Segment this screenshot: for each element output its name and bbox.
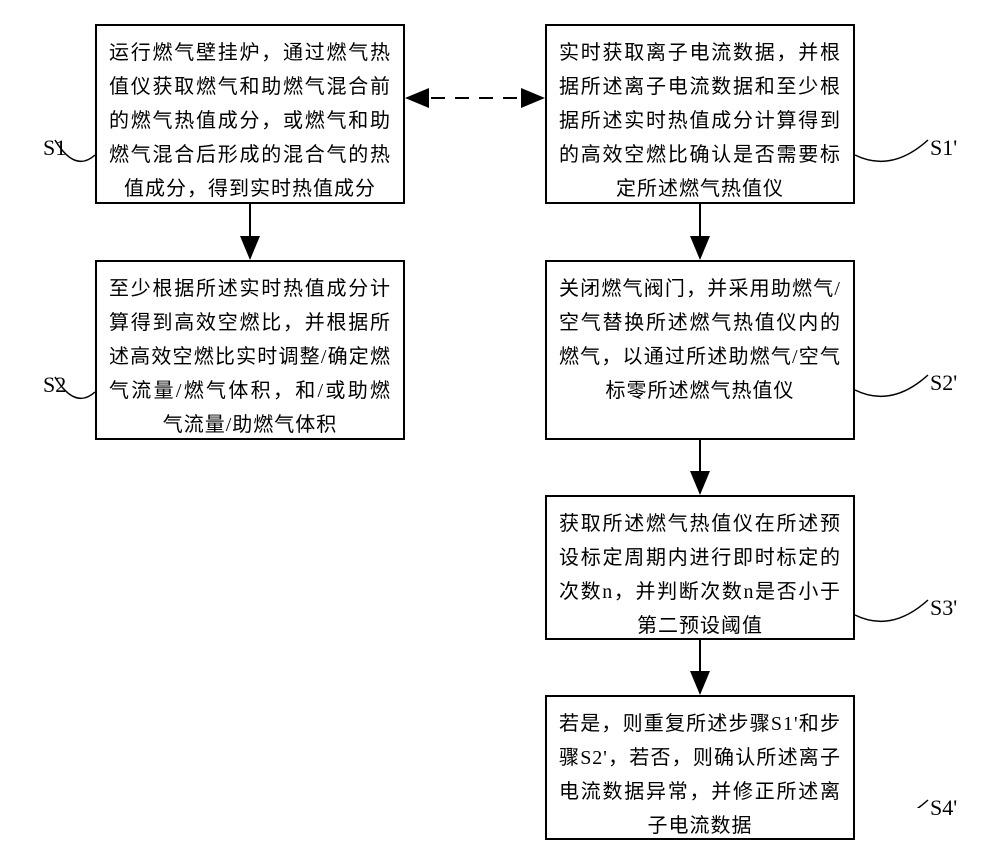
text-s3p: 获取所述燃气热值仪在所述预设标定周期内进行即时标定的次数n，并判断次数n是否小于… <box>559 513 841 637</box>
box-s2p: 关闭燃气阀门，并采用助燃气/空气替换所述燃气热值仪内的燃气，以通过所述助燃气/空… <box>545 260 855 440</box>
text-s4p: 若是，则重复所述步骤S1'和步骤S2'，若否，则确认所述离子电流数据异常，并修正… <box>559 713 841 837</box>
text-s2: 至少根据所述实时热值成分计算得到高效空燃比，并根据所述高效空燃比实时调整/确定燃… <box>109 278 391 436</box>
text-s1: 运行燃气壁挂炉，通过燃气热值仪获取燃气和助燃气混合前的燃气热值成分，或燃气和助燃… <box>109 42 391 200</box>
label-s1: S1 <box>43 135 66 161</box>
label-s2p: S2' <box>930 370 957 396</box>
label-s1p: S1' <box>930 135 957 161</box>
label-s2: S2 <box>43 372 66 398</box>
box-s4p: 若是，则重复所述步骤S1'和步骤S2'，若否，则确认所述离子电流数据异常，并修正… <box>545 695 855 840</box>
box-s1p: 实时获取离子电流数据，并根据所述离子电流数据和至少根据所述实时热值成分计算得到的… <box>545 24 855 204</box>
box-s1: 运行燃气壁挂炉，通过燃气热值仪获取燃气和助燃气混合前的燃气热值成分，或燃气和助燃… <box>95 24 405 204</box>
label-s4p: S4' <box>930 795 957 821</box>
text-s2p: 关闭燃气阀门，并采用助燃气/空气替换所述燃气热值仪内的燃气，以通过所述助燃气/空… <box>559 278 841 402</box>
text-s1p: 实时获取离子电流数据，并根据所述离子电流数据和至少根据所述实时热值成分计算得到的… <box>559 42 841 200</box>
box-s3p: 获取所述燃气热值仪在所述预设标定周期内进行即时标定的次数n，并判断次数n是否小于… <box>545 495 855 640</box>
label-s3p: S3' <box>930 595 957 621</box>
box-s2: 至少根据所述实时热值成分计算得到高效空燃比，并根据所述高效空燃比实时调整/确定燃… <box>95 260 405 440</box>
